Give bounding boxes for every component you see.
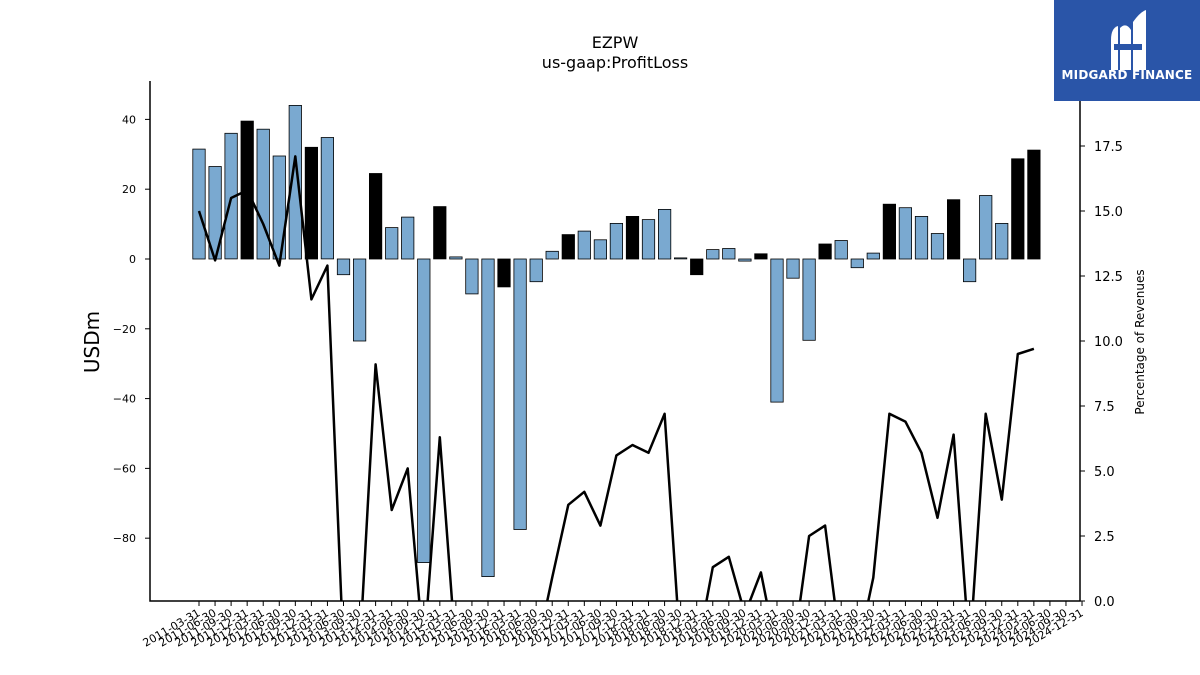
y2-tick-label: 17.5 [1094, 140, 1123, 155]
bar [625, 215, 640, 260]
bar [770, 258, 784, 403]
x-axis-ticks: 2011-03-312011-06-302011-09-302011-12-31… [141, 601, 1086, 650]
bar [401, 216, 415, 260]
bar [304, 146, 319, 260]
y2-tick-label: 7.5 [1094, 400, 1115, 415]
ratio-line [197, 155, 1035, 601]
bar [914, 215, 929, 260]
bar [336, 258, 351, 276]
bar [1011, 158, 1025, 260]
bar [802, 258, 816, 341]
bar [593, 239, 608, 260]
y-tick-label: −40 [113, 393, 136, 406]
y-tick-label: −80 [113, 532, 136, 545]
bar [449, 256, 463, 260]
bar [529, 258, 543, 283]
y2-tick-label: 15.0 [1094, 205, 1123, 220]
logo-text: MIDGARD FINANCE [1061, 68, 1193, 82]
bar [1027, 149, 1041, 260]
bar [963, 258, 977, 283]
bar [385, 227, 399, 260]
y-axis-label: USDm [80, 311, 104, 373]
y-tick-label: 0 [129, 253, 136, 266]
bar [352, 258, 367, 342]
bar [256, 128, 270, 260]
bar [898, 207, 913, 260]
y-tick-label: −60 [113, 462, 136, 475]
y2-tick-label: 5.0 [1094, 465, 1115, 480]
bar [995, 222, 1009, 260]
bar [320, 137, 335, 260]
bar [722, 248, 736, 260]
logo-mark-icon [1111, 10, 1146, 70]
bar [754, 253, 768, 260]
bar [545, 250, 559, 260]
y-tick-label: −20 [113, 323, 136, 336]
y2-tick-label: 0.0 [1094, 595, 1115, 610]
bar [818, 243, 832, 260]
chart-title: EZPW [591, 33, 639, 52]
y-tick-label: 40 [122, 113, 136, 126]
bar [786, 258, 800, 279]
y2-tick-label: 2.5 [1094, 530, 1115, 545]
y2-axis-ticks: 17.5 15.0 12.5 10.0 7.5 5.0 2.5 0.0 [1080, 140, 1123, 610]
y2-tick-label: 10.0 [1094, 335, 1123, 350]
bar [609, 222, 624, 260]
bar [658, 208, 672, 260]
bar [866, 252, 880, 260]
bar [465, 258, 479, 295]
bar [368, 173, 383, 260]
bar-series [192, 105, 1041, 578]
bar [417, 258, 431, 564]
bar [706, 249, 720, 260]
bar [674, 257, 688, 260]
bar [433, 206, 447, 260]
bar [288, 105, 302, 260]
bar [513, 258, 527, 530]
brand-logo: MIDGARD FINANCE [1054, 0, 1200, 101]
bar [738, 258, 752, 262]
bar [979, 195, 993, 260]
bar [481, 258, 495, 578]
bar [690, 258, 704, 276]
bar [834, 240, 848, 260]
bar [882, 203, 897, 260]
y-tick-label: 20 [122, 183, 136, 196]
bar [850, 258, 864, 269]
chart-subtitle: us-gaap:ProfitLoss [541, 53, 689, 72]
y2-axis-label: Percentage of Revenues [1133, 269, 1147, 414]
bar [577, 230, 591, 260]
bar [497, 258, 511, 288]
bar [192, 148, 206, 260]
bar [947, 199, 961, 260]
bar [641, 219, 656, 260]
ratio-line-series [197, 155, 1035, 601]
bar [561, 234, 575, 260]
y2-tick-label: 12.5 [1094, 270, 1123, 285]
bar [930, 233, 945, 260]
y-axis-ticks: 40 20 0 −20 −40 −60 −80 [113, 113, 150, 545]
